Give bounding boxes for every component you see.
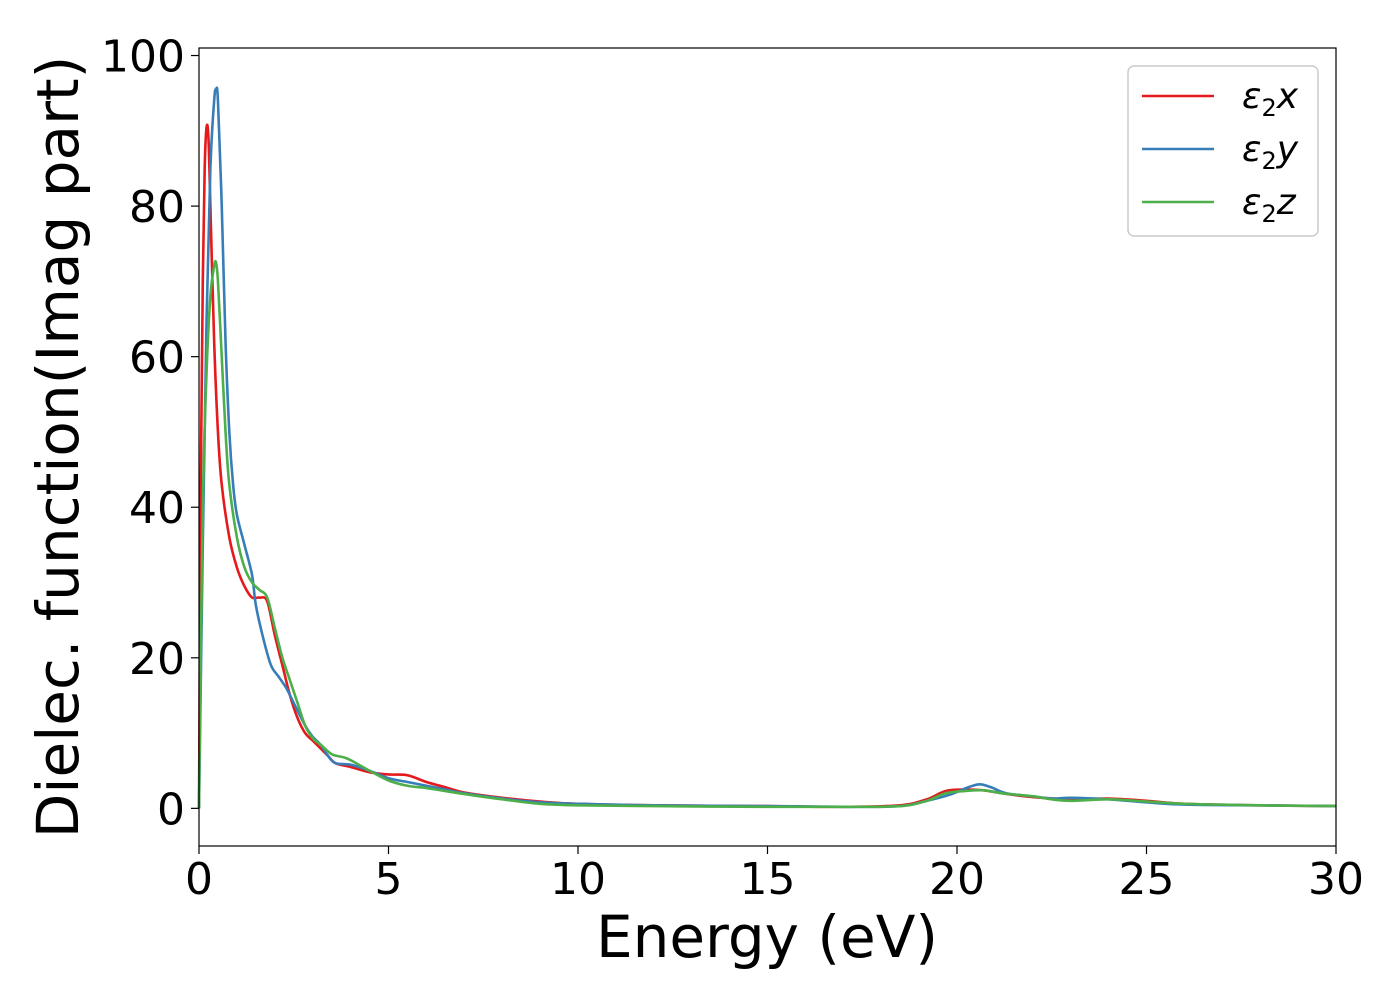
x-tick-label: 30 [1308, 854, 1364, 905]
x-tick-label: 10 [550, 854, 606, 905]
legend-label-y: ε2y [1242, 129, 1299, 175]
x-axis-ticks: 0 5 10 15 20 25 30 [185, 846, 1364, 905]
x-tick-label: 25 [1119, 854, 1175, 905]
y-tick-label: 80 [129, 182, 185, 233]
series-line-z [197, 259, 1337, 809]
y-axis-label: Dielec. function(Imag part) [24, 56, 92, 839]
legend: ε2x ε2y ε2z [1127, 65, 1319, 237]
plot-lines [197, 86, 1337, 809]
y-tick-label: 0 [157, 784, 185, 835]
legend-box [1127, 65, 1319, 237]
y-tick-label: 20 [129, 634, 185, 685]
x-tick-label: 15 [740, 854, 796, 905]
y-tick-label: 40 [129, 483, 185, 534]
legend-label-z: ε2z [1242, 182, 1297, 228]
x-axis-label: Energy (eV) [596, 903, 938, 971]
legend-label-x: ε2x [1242, 76, 1299, 122]
y-tick-label: 60 [129, 333, 185, 384]
x-tick-label: 20 [929, 854, 985, 905]
x-tick-label: 0 [185, 854, 213, 905]
y-axis-ticks: 0 20 40 60 80 100 [101, 32, 199, 835]
x-tick-label: 5 [375, 854, 403, 905]
y-tick-label: 100 [101, 32, 185, 83]
series-line-y [197, 86, 1337, 809]
